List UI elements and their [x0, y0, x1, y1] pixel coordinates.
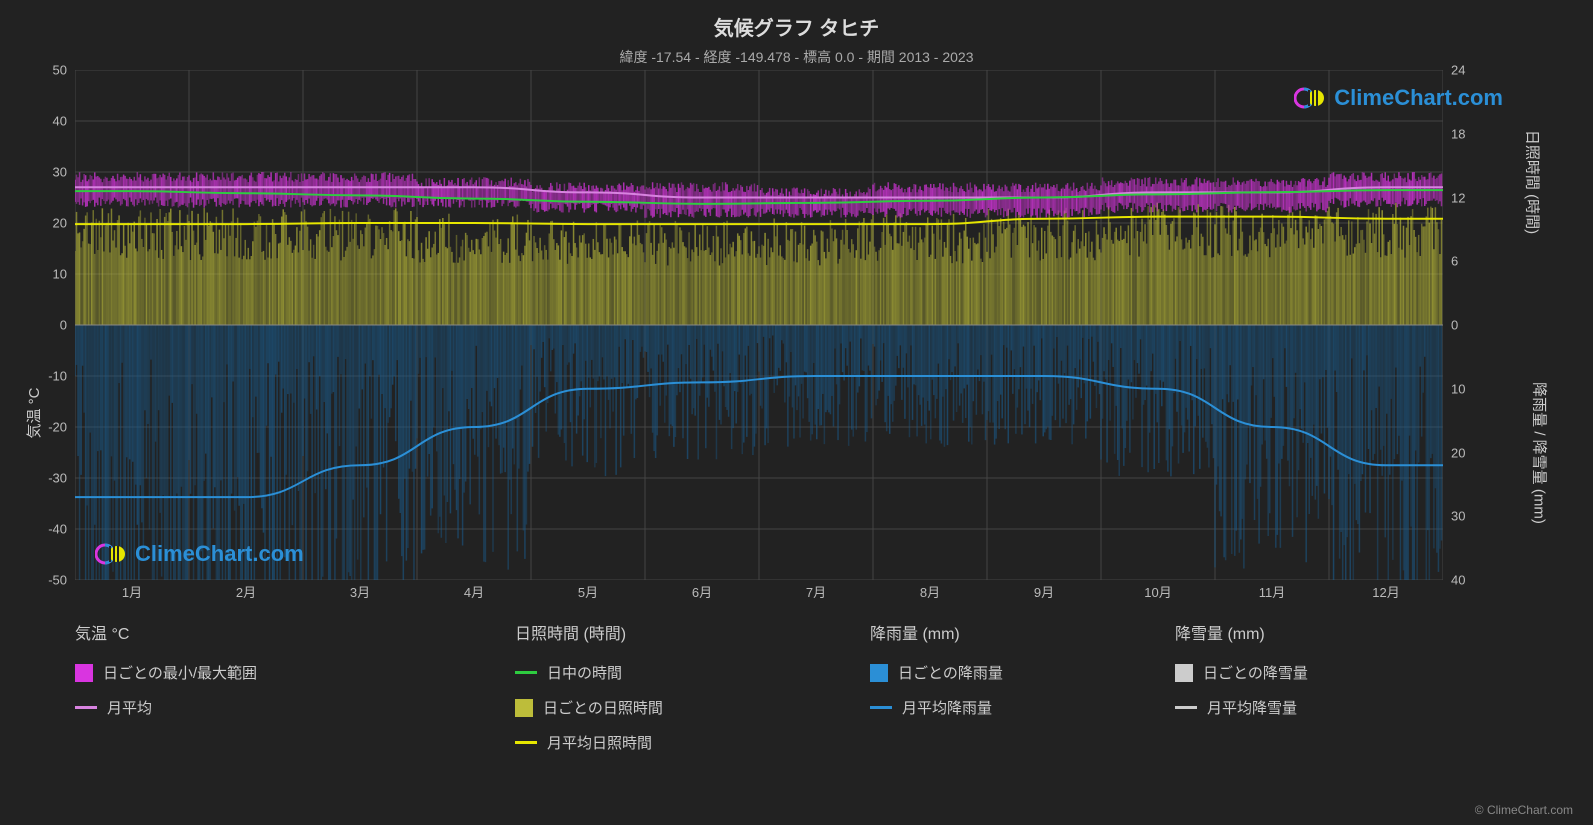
x-tick: 1月	[122, 582, 142, 601]
y-tick-right-bottom: 10	[1451, 381, 1465, 396]
y-tick-left: 0	[60, 318, 67, 333]
legend-item-label: 日ごとの日照時間	[543, 697, 663, 718]
copyright-text: © ClimeChart.com	[1475, 803, 1573, 817]
legend-column: 降雪量 (mm) 日ごとの降雪量月平均降雪量	[1175, 620, 1308, 718]
legend-item: 日中の時間	[515, 662, 663, 683]
legend-item: 月平均降雨量	[870, 697, 1003, 718]
x-tick: 11月	[1259, 582, 1286, 601]
y-tick-left: -10	[48, 369, 67, 384]
chart-plot-area	[75, 70, 1443, 580]
y-tick-left: -20	[48, 420, 67, 435]
y-tick-left: 50	[53, 63, 67, 78]
legend-line-icon	[515, 671, 537, 674]
y-tick-right-top: 18	[1451, 126, 1465, 141]
y-axis-left: 50403020100-10-20-30-40-50	[0, 70, 75, 580]
legend-item-label: 月平均降雨量	[902, 697, 992, 718]
x-tick: 6月	[692, 582, 712, 601]
y-tick-left: -50	[48, 573, 67, 588]
legend-item: 月平均	[75, 697, 257, 718]
x-tick: 10月	[1144, 582, 1171, 601]
legend-item: 日ごとの降雪量	[1175, 662, 1308, 683]
legend-column: 気温 °C 日ごとの最小/最大範囲月平均	[75, 620, 257, 718]
y-tick-left: -30	[48, 471, 67, 486]
y-axis-right-top-label: 日照時間 (時間)	[1522, 130, 1543, 234]
y-tick-right-top: 6	[1451, 254, 1458, 269]
legend-item-label: 月平均	[107, 697, 152, 718]
y-tick-left: -40	[48, 522, 67, 537]
legend-swatch-icon	[75, 664, 93, 682]
watermark-bottom: ClimeChart.com	[95, 538, 304, 570]
x-tick: 4月	[464, 582, 484, 601]
watermark-text: ClimeChart.com	[1334, 85, 1503, 111]
legend-item: 日ごとの降雨量	[870, 662, 1003, 683]
y-axis-right: 日照時間 (時間) 降雨量 / 降雪量 (mm) 241812601020304…	[1443, 70, 1593, 580]
x-axis: 1月 2月 3月 4月 5月 6月 7月 8月 9月 10月 11月 12月	[75, 582, 1443, 612]
x-tick: 9月	[1034, 582, 1054, 601]
legend-column: 日照時間 (時間) 日中の時間日ごとの日照時間月平均日照時間	[515, 620, 663, 753]
legend-item-label: 日ごとの降雪量	[1203, 662, 1308, 683]
y-tick-right-top: 12	[1451, 190, 1465, 205]
climechart-logo-icon	[1294, 82, 1326, 114]
legend-swatch-icon	[515, 699, 533, 717]
legend-swatch-icon	[1175, 664, 1193, 682]
chart-svg	[75, 70, 1443, 580]
x-tick: 7月	[806, 582, 826, 601]
legend-line-icon	[75, 706, 97, 709]
legend-column-title: 気温 °C	[75, 620, 257, 644]
x-tick: 2月	[236, 582, 256, 601]
legend-line-icon	[1175, 706, 1197, 709]
y-tick-left: 40	[53, 114, 67, 129]
legend-item-label: 日ごとの降雨量	[898, 662, 1003, 683]
legend-line-icon	[515, 741, 537, 744]
legend-swatch-icon	[870, 664, 888, 682]
y-tick-left: 20	[53, 216, 67, 231]
watermark-text: ClimeChart.com	[135, 541, 304, 567]
legend-column: 降雨量 (mm) 日ごとの降雨量月平均降雨量	[870, 620, 1003, 718]
x-tick: 12月	[1372, 582, 1399, 601]
chart-title: 気候グラフ タヒチ	[0, 0, 1593, 41]
y-tick-right-bottom: 20	[1451, 445, 1465, 460]
y-tick-left: 10	[53, 267, 67, 282]
y-axis-right-bottom-label: 降雨量 / 降雪量 (mm)	[1530, 382, 1551, 524]
legend-column-title: 降雪量 (mm)	[1175, 620, 1308, 644]
watermark-top: ClimeChart.com	[1294, 82, 1503, 114]
y-tick-right-top: 24	[1451, 63, 1465, 78]
legend-line-icon	[870, 706, 892, 709]
chart-subtitle: 緯度 -17.54 - 経度 -149.478 - 標高 0.0 - 期間 20…	[0, 47, 1593, 67]
y-tick-right-bottom: 30	[1451, 509, 1465, 524]
legend-item-label: 日中の時間	[547, 662, 622, 683]
y-tick-right-bottom: 40	[1451, 573, 1465, 588]
legend-column-title: 降雨量 (mm)	[870, 620, 1003, 644]
legend-column-title: 日照時間 (時間)	[515, 620, 663, 644]
legend-item: 月平均降雪量	[1175, 697, 1308, 718]
legend-item-label: 月平均日照時間	[547, 732, 652, 753]
climechart-logo-icon	[95, 538, 127, 570]
legend-item-label: 日ごとの最小/最大範囲	[103, 662, 257, 683]
x-tick: 8月	[920, 582, 940, 601]
legend-item: 日ごとの最小/最大範囲	[75, 662, 257, 683]
y-tick-right-top: 0	[1451, 318, 1458, 333]
x-tick: 3月	[350, 582, 370, 601]
legend-item-label: 月平均降雪量	[1207, 697, 1297, 718]
y-tick-left: 30	[53, 165, 67, 180]
legend-item: 月平均日照時間	[515, 732, 663, 753]
legend-item: 日ごとの日照時間	[515, 697, 663, 718]
x-tick: 5月	[578, 582, 598, 601]
